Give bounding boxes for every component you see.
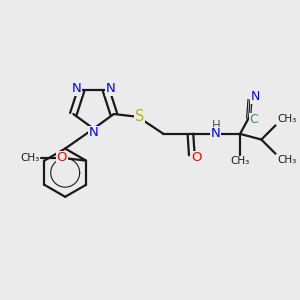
Text: N: N — [106, 82, 115, 95]
Text: N: N — [72, 82, 82, 95]
Text: N: N — [250, 91, 260, 103]
Text: N: N — [89, 127, 98, 140]
Text: CH₃: CH₃ — [277, 155, 296, 165]
Text: H: H — [212, 119, 220, 132]
Text: S: S — [135, 110, 144, 124]
Text: CH₃: CH₃ — [230, 156, 250, 167]
Text: O: O — [191, 152, 201, 164]
Text: CH₃: CH₃ — [20, 153, 39, 163]
Text: CH₃: CH₃ — [277, 114, 296, 124]
Text: N: N — [211, 128, 221, 140]
Text: C: C — [249, 113, 258, 126]
Text: O: O — [57, 151, 67, 164]
